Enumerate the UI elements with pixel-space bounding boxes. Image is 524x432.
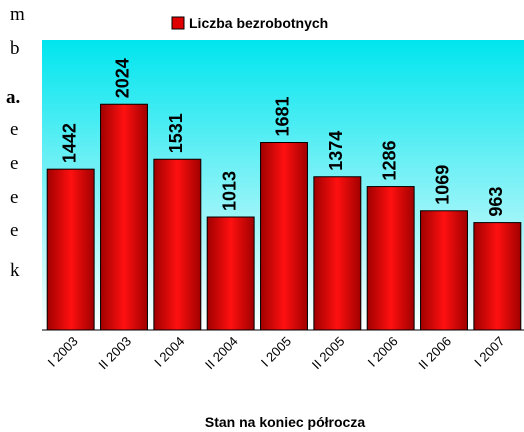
x-tick-label: II 2006 (415, 334, 454, 373)
bar (206, 216, 255, 331)
x-axis-title: Stan na koniec półrocza (205, 414, 365, 430)
bar (46, 168, 95, 331)
bar (153, 158, 202, 331)
x-tick-label: II 2005 (309, 334, 348, 373)
legend-label: Liczba bezrobotnych (189, 15, 328, 31)
side-text: b (10, 38, 20, 59)
value-label: 1374 (326, 131, 346, 171)
side-text: a. (6, 87, 20, 108)
side-text: k (10, 260, 20, 281)
bar (420, 210, 468, 331)
bar (260, 142, 308, 331)
x-tick-label: I 2007 (471, 334, 507, 370)
value-label: 1531 (166, 113, 186, 153)
side-text: e (10, 220, 18, 241)
side-text: m (10, 4, 25, 25)
value-label: 1286 (379, 141, 399, 181)
bar (313, 176, 362, 331)
value-label: 1681 (273, 96, 293, 136)
side-text: e (10, 153, 18, 174)
legend-swatch (171, 16, 185, 30)
value-label: 963 (486, 187, 506, 217)
value-label: 1069 (433, 165, 453, 205)
bar (100, 103, 148, 331)
value-label: 1442 (59, 123, 79, 163)
value-label: 2024 (113, 58, 133, 98)
x-tick-label: II 2003 (95, 334, 134, 373)
x-tick-label: I 2004 (151, 334, 187, 370)
bar (473, 222, 522, 331)
value-label: 1013 (219, 171, 239, 211)
side-text: e (10, 119, 18, 140)
x-tick-label: II 2004 (202, 334, 241, 373)
bar (366, 186, 415, 331)
x-tick-label: I 2003 (45, 334, 81, 370)
x-tick-label: I 2005 (258, 334, 294, 370)
x-tick-label: I 2006 (365, 334, 401, 370)
side-text: e (10, 187, 18, 208)
